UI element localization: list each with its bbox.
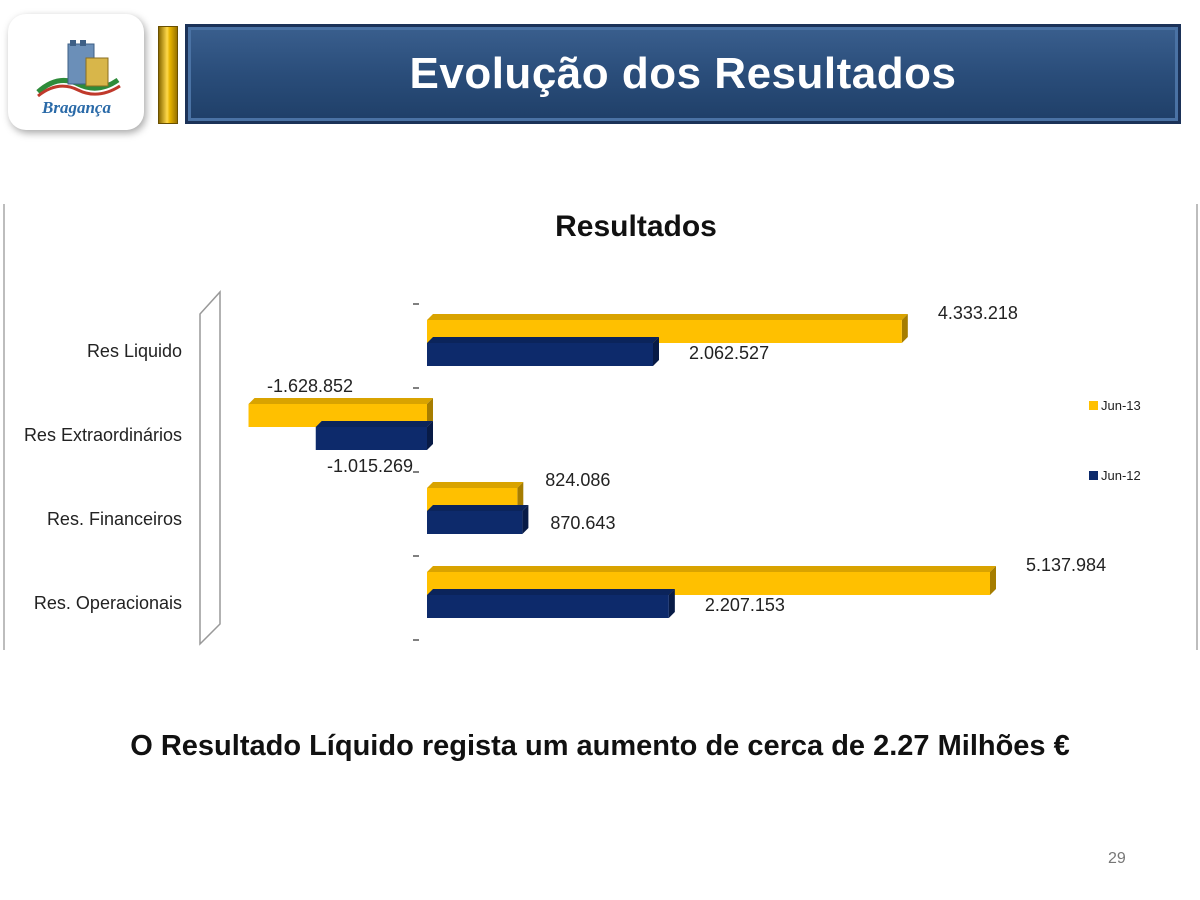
bar-top-face [427, 589, 675, 595]
bar-top-face [427, 482, 524, 488]
bar-top-face [427, 505, 529, 511]
results-chart: Resultados Res Liquido 4.333.218 2.062.527… [24, 210, 1141, 646]
category-label: Res Extraordinários [24, 425, 182, 445]
bar-side-face [901, 314, 908, 343]
data-label: 2.207.153 [705, 595, 785, 615]
bar-top-face [248, 398, 433, 404]
legend-swatch [1089, 401, 1098, 410]
bar-top-face [315, 421, 433, 427]
category-label: Res Liquido [87, 341, 182, 361]
logo-box: Bragança [8, 14, 144, 130]
bar-top-face [427, 337, 660, 343]
data-label: 5.137.984 [1026, 555, 1106, 575]
chart-frame-right [1196, 204, 1198, 650]
title-banner: Evolução dos Resultados [185, 24, 1181, 124]
chart-title: Resultados [555, 210, 717, 243]
page-title: Evolução dos Resultados [409, 49, 957, 98]
data-label: -1.015.269 [327, 456, 413, 476]
bar-jun-12 [315, 427, 427, 450]
category-label: Res. Financeiros [47, 509, 182, 529]
data-label: 2.062.527 [689, 343, 769, 363]
bar-side-face [427, 398, 433, 427]
caption-text: O Resultado Líquido regista um aumento d… [130, 730, 1070, 762]
data-label: 870.643 [550, 513, 615, 533]
castle-logo-icon [36, 40, 121, 98]
legend-swatch [1089, 471, 1098, 480]
bar-jun-12 [427, 343, 654, 366]
bar-top-face [427, 566, 996, 572]
data-label: 4.333.218 [938, 303, 1018, 323]
bar-side-face [990, 566, 996, 595]
bar-side-face [522, 505, 529, 534]
gold-accent-bar [158, 26, 178, 124]
bar-side-face [517, 482, 524, 511]
chart-frame-left [3, 204, 5, 650]
axis-bracket [199, 290, 221, 646]
legend-label: Jun-12 [1101, 468, 1141, 483]
page-number: 29 [1108, 850, 1126, 867]
bar-jun-12 [427, 595, 669, 618]
data-label: 824.086 [545, 470, 610, 490]
category-label: Res. Operacionais [34, 593, 182, 613]
bar-side-face [427, 421, 433, 450]
bar-jun-12 [427, 511, 523, 534]
bar-top-face [427, 314, 908, 320]
bar-side-face [653, 337, 660, 366]
legend-label: Jun-13 [1101, 398, 1141, 413]
data-label: -1.628.852 [267, 376, 353, 396]
logo-text: Bragança [42, 98, 111, 117]
bar-side-face [668, 589, 675, 618]
